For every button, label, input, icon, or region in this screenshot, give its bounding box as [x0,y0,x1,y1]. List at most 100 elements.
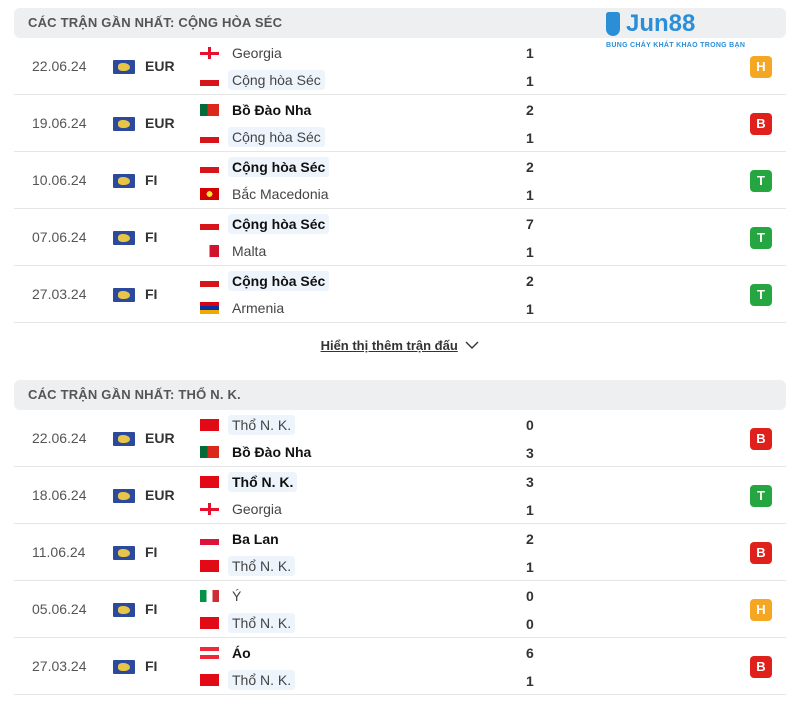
team-name: Thổ N. K. [228,613,296,633]
home-team[interactable]: Bồ Đào Nha [200,99,315,121]
match-row[interactable]: 18.06.24 EUR Thổ N. K. Georgia 3 1 T [14,467,786,524]
match-row[interactable]: 27.03.24 FI Cộng hòa Séc Armenia 2 1 T [14,266,786,323]
home-score: 0 [526,588,534,604]
czech-flag-icon [200,275,219,287]
away-team[interactable]: Bồ Đào Nha [200,441,315,463]
match-row[interactable]: 27.03.24 FI Áo Thổ N. K. 6 1 B [14,638,786,695]
competition-name: FI [145,172,158,188]
team-name: Áo [232,645,251,661]
team-name: Thổ N. K. [228,472,298,492]
result-badge: T [750,227,772,249]
away-team[interactable]: Malta [200,240,270,262]
match-row[interactable]: 07.06.24 FI Cộng hòa Séc Malta 7 1 T [14,209,786,266]
team-name: Ý [232,588,242,604]
competition-icon [113,60,135,74]
home-team[interactable]: Georgia [200,42,286,64]
result-badge: B [750,113,772,135]
home-score: 2 [526,273,534,289]
competition-name: EUR [145,487,175,503]
team-name: Thổ N. K. [228,670,296,690]
away-score: 1 [526,130,534,146]
turkey-flag-icon [200,476,219,488]
result-badge: T [750,170,772,192]
home-score: 1 [526,45,534,61]
turkey-flag-icon [200,617,219,629]
away-score: 1 [526,673,534,689]
away-team[interactable]: Thổ N. K. [200,555,296,577]
macedonia-flag-icon [200,188,219,200]
away-team[interactable]: Thổ N. K. [200,669,296,691]
team-name: Cộng hòa Séc [228,127,325,147]
away-team[interactable]: Bắc Macedonia [200,183,333,205]
competition-icon [113,546,135,560]
home-team[interactable]: Ý [200,585,245,607]
logo-brand: Jun88 [606,10,695,38]
recent-matches-czech: CÁC TRẬN GẦN NHẤT: CỘNG HÒA SÉC 22.06.24… [14,8,786,323]
team-name: Cộng hòa Séc [228,70,325,90]
home-score: 7 [526,216,534,232]
show-more-matches-link[interactable]: Hiển thị thêm trận đấu [0,338,800,353]
armenia-flag-icon [200,302,219,314]
show-more-label: Hiển thị thêm trận đấu [320,338,458,353]
competition-name: FI [145,229,158,245]
away-team[interactable]: Georgia [200,498,286,520]
czech-flag-icon [200,131,219,143]
italy-flag-icon [200,590,219,602]
competition-name: FI [145,601,158,617]
match-date: 27.03.24 [32,286,87,302]
czech-flag-icon [200,74,219,86]
home-team[interactable]: Cộng hòa Séc [200,270,330,292]
home-team[interactable]: Cộng hòa Séc [200,156,330,178]
home-team[interactable]: Ba Lan [200,528,283,550]
match-row[interactable]: 19.06.24 EUR Bồ Đào Nha Cộng hòa Séc 2 1 … [14,95,786,152]
away-score: 1 [526,559,534,575]
match-row[interactable]: 05.06.24 FI Ý Thổ N. K. 0 0 H [14,581,786,638]
team-name: Bồ Đào Nha [232,102,312,118]
away-score: 0 [526,616,534,632]
away-team[interactable]: Cộng hòa Séc [200,69,325,91]
match-row[interactable]: 11.06.24 FI Ba Lan Thổ N. K. 2 1 B [14,524,786,581]
competition-name: EUR [145,430,175,446]
team-name: Ba Lan [232,531,279,547]
team-name: Georgia [232,501,282,517]
competition-icon [113,231,135,245]
team-name: Cộng hòa Séc [228,271,330,291]
turkey-flag-icon [200,674,219,686]
match-row[interactable]: 22.06.24 EUR Georgia Cộng hòa Séc 1 1 H [14,38,786,95]
competition-icon [113,660,135,674]
austria-flag-icon [200,647,219,659]
team-name: Cộng hòa Séc [228,214,330,234]
team-name: Armenia [232,300,285,316]
away-team[interactable]: Cộng hòa Séc [200,126,325,148]
team-name: Georgia [232,45,282,61]
home-team[interactable]: Áo [200,642,255,664]
result-badge: B [750,428,772,450]
home-team[interactable]: Thổ N. K. [200,471,298,493]
match-row[interactable]: 22.06.24 EUR Thổ N. K. Bồ Đào Nha 0 3 B [14,410,786,467]
match-date: 10.06.24 [32,172,87,188]
turkey-flag-icon [200,560,219,572]
match-row[interactable]: 10.06.24 FI Cộng hòa Séc Bắc Macedonia 2 … [14,152,786,209]
portugal-flag-icon [200,104,219,116]
team-name: Malta [232,243,267,259]
competition-icon [113,489,135,503]
competition-icon [113,174,135,188]
portugal-flag-icon [200,446,219,458]
match-date: 07.06.24 [32,229,87,245]
chevron-down-icon [465,341,479,349]
jun88-logo: Jun88 BUNG CHÁY KHÁT KHAO TRONG BẠN [606,10,776,49]
georgia-flag-icon [200,503,219,515]
result-badge: B [750,542,772,564]
home-team[interactable]: Cộng hòa Séc [200,213,330,235]
away-score: 3 [526,445,534,461]
team-name: Thổ N. K. [228,415,296,435]
competition-name: EUR [145,115,175,131]
competition-icon [113,117,135,131]
away-score: 1 [526,187,534,203]
away-team[interactable]: Armenia [200,297,288,319]
match-date: 22.06.24 [32,58,87,74]
match-date: 27.03.24 [32,658,87,674]
home-team[interactable]: Thổ N. K. [200,414,296,436]
away-team[interactable]: Thổ N. K. [200,612,296,634]
home-score: 0 [526,417,534,433]
